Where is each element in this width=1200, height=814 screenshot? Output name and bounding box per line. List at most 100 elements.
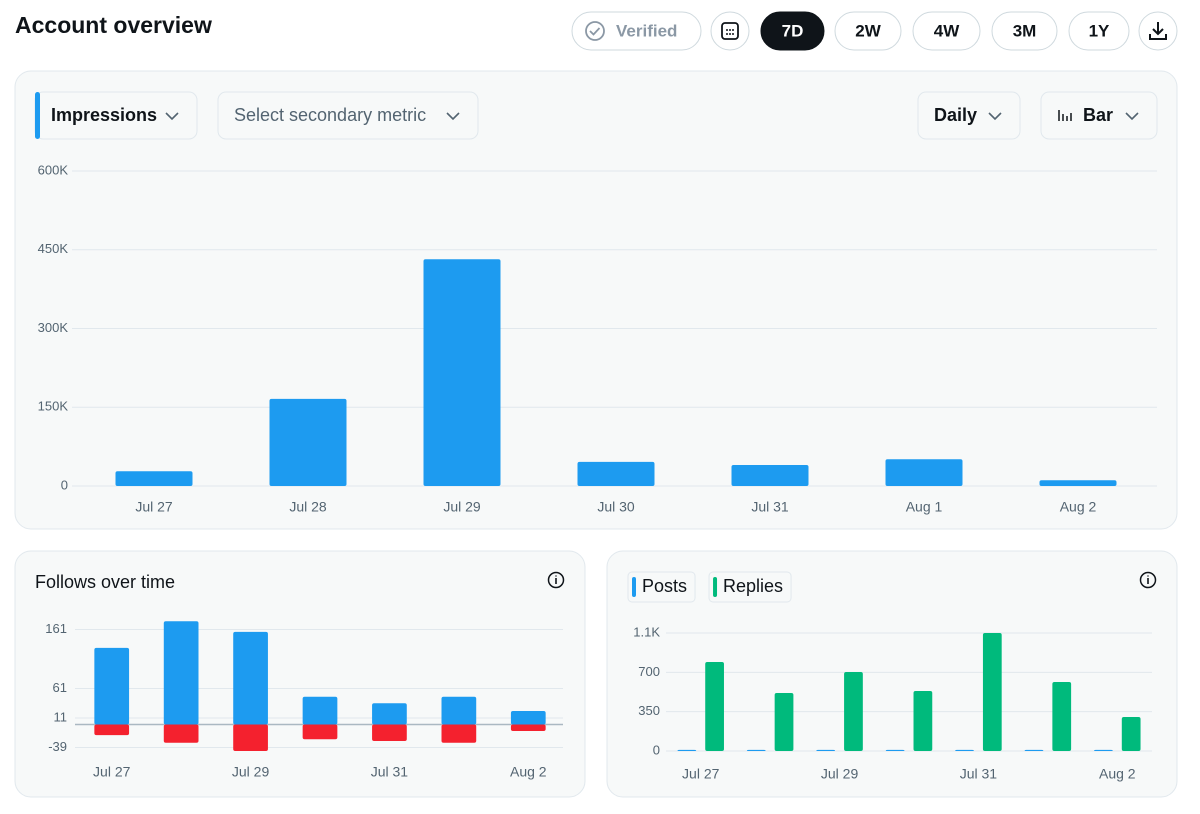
bar [885, 749, 905, 751]
range-label: 7D [782, 21, 804, 40]
x-tick-label: Jul 31 [751, 499, 789, 515]
range-button-bg [1068, 11, 1130, 51]
bar [510, 724, 546, 731]
legend-label: Replies [723, 576, 783, 596]
verified-label: Verified [616, 21, 677, 40]
legend-chip [627, 571, 696, 603]
y-tick-label: 450K [38, 241, 69, 256]
x-tick-label: Aug 1 [906, 499, 943, 515]
x-tick-label: Aug 2 [1099, 766, 1136, 782]
info-icon[interactable] [1139, 571, 1157, 589]
bar [94, 724, 130, 736]
bar [94, 647, 130, 725]
dropdown-bg [217, 91, 479, 140]
calendar-button[interactable] [710, 11, 750, 51]
chart-style-dropdown[interactable]: Bar [1040, 91, 1158, 140]
dropdown-label: Impressions [51, 105, 157, 125]
x-tick-label: Jul 27 [682, 766, 720, 782]
legend-item[interactable]: Replies [708, 571, 792, 603]
page-title: Account overview [15, 12, 212, 38]
bar [115, 471, 193, 486]
range-button-bg [760, 11, 825, 51]
bar [705, 661, 724, 751]
legend-swatch [632, 577, 636, 597]
y-tick-label: 0 [653, 742, 660, 757]
x-tick-label: Jul 29 [821, 766, 859, 782]
range-button-bg [834, 11, 902, 51]
x-tick-label: Jul 31 [371, 764, 409, 780]
chevron [988, 112, 1002, 121]
bar [233, 724, 268, 752]
x-tick-label: Aug 2 [1060, 499, 1097, 515]
dropdown-bg [917, 91, 1021, 140]
range-label: 4W [934, 21, 960, 40]
bar [677, 749, 697, 751]
bar [746, 749, 766, 751]
y-tick-label: 350 [638, 703, 660, 718]
y-tick-label: 61 [53, 680, 67, 695]
range-button-bg [912, 11, 981, 51]
bar [372, 703, 407, 725]
legend-item[interactable]: Posts [627, 571, 696, 603]
range-label: 2W [855, 21, 881, 40]
range-button[interactable]: 2W [834, 11, 902, 51]
bar [510, 710, 546, 725]
x-tick-label: Aug 2 [510, 764, 547, 780]
range-button[interactable]: 7D [760, 11, 825, 51]
bar [441, 724, 477, 743]
info-icon[interactable] [547, 571, 565, 589]
legend-swatch [713, 577, 718, 597]
y-tick-label: 150K [38, 399, 69, 414]
x-tick-label: Jul 29 [443, 499, 481, 515]
bar [1121, 717, 1141, 751]
chevron [446, 112, 460, 121]
range-button[interactable]: 3M [991, 11, 1058, 51]
x-tick-label: Jul 30 [597, 499, 635, 515]
y-tick-label: 300K [38, 320, 69, 335]
legend-label: Posts [642, 576, 687, 596]
secondary-metric-dropdown[interactable]: Select secondary metric [217, 91, 479, 140]
bar [441, 696, 477, 725]
bar [1052, 681, 1072, 751]
bar [577, 461, 655, 486]
x-tick-label: Jul 31 [960, 766, 998, 782]
bar [302, 724, 338, 740]
bar [1094, 749, 1113, 751]
dropdown-label: Select secondary metric [234, 105, 426, 125]
bar [163, 621, 199, 725]
bar [955, 749, 974, 751]
y-tick-label: -39 [48, 739, 67, 754]
y-tick-label: 11 [54, 709, 68, 724]
y-tick-label: 600K [38, 162, 69, 177]
bar [816, 749, 836, 751]
x-tick-label: Jul 27 [93, 764, 131, 780]
range-button[interactable]: 4W [912, 11, 981, 51]
bar [731, 465, 809, 486]
bar [1039, 480, 1117, 486]
dropdown-bg [1040, 91, 1158, 140]
x-tick-label: Jul 29 [232, 764, 270, 780]
bar [844, 671, 863, 751]
bar [302, 696, 338, 725]
chart-title: Follows over time [35, 572, 175, 592]
verified-button[interactable]: Verified [571, 11, 702, 51]
bar [233, 631, 268, 725]
download-button[interactable] [1138, 11, 1178, 51]
bar [885, 459, 963, 486]
range-button[interactable]: 1Y [1068, 11, 1130, 51]
chevron [1125, 112, 1139, 121]
bar [774, 693, 794, 751]
chevron [165, 112, 179, 121]
primary-metric-dropdown[interactable]: Impressions [34, 91, 198, 140]
bar [1024, 749, 1044, 751]
y-tick-label: 161 [45, 621, 67, 636]
interval-dropdown[interactable]: Daily [917, 91, 1021, 140]
main-panel [14, 70, 1178, 530]
x-tick-label: Jul 27 [135, 499, 173, 515]
dropdown-label: Daily [934, 105, 977, 125]
dropdown-label: Bar [1083, 105, 1113, 125]
y-tick-label: 1.1K [633, 624, 660, 639]
range-label: 3M [1013, 21, 1037, 40]
